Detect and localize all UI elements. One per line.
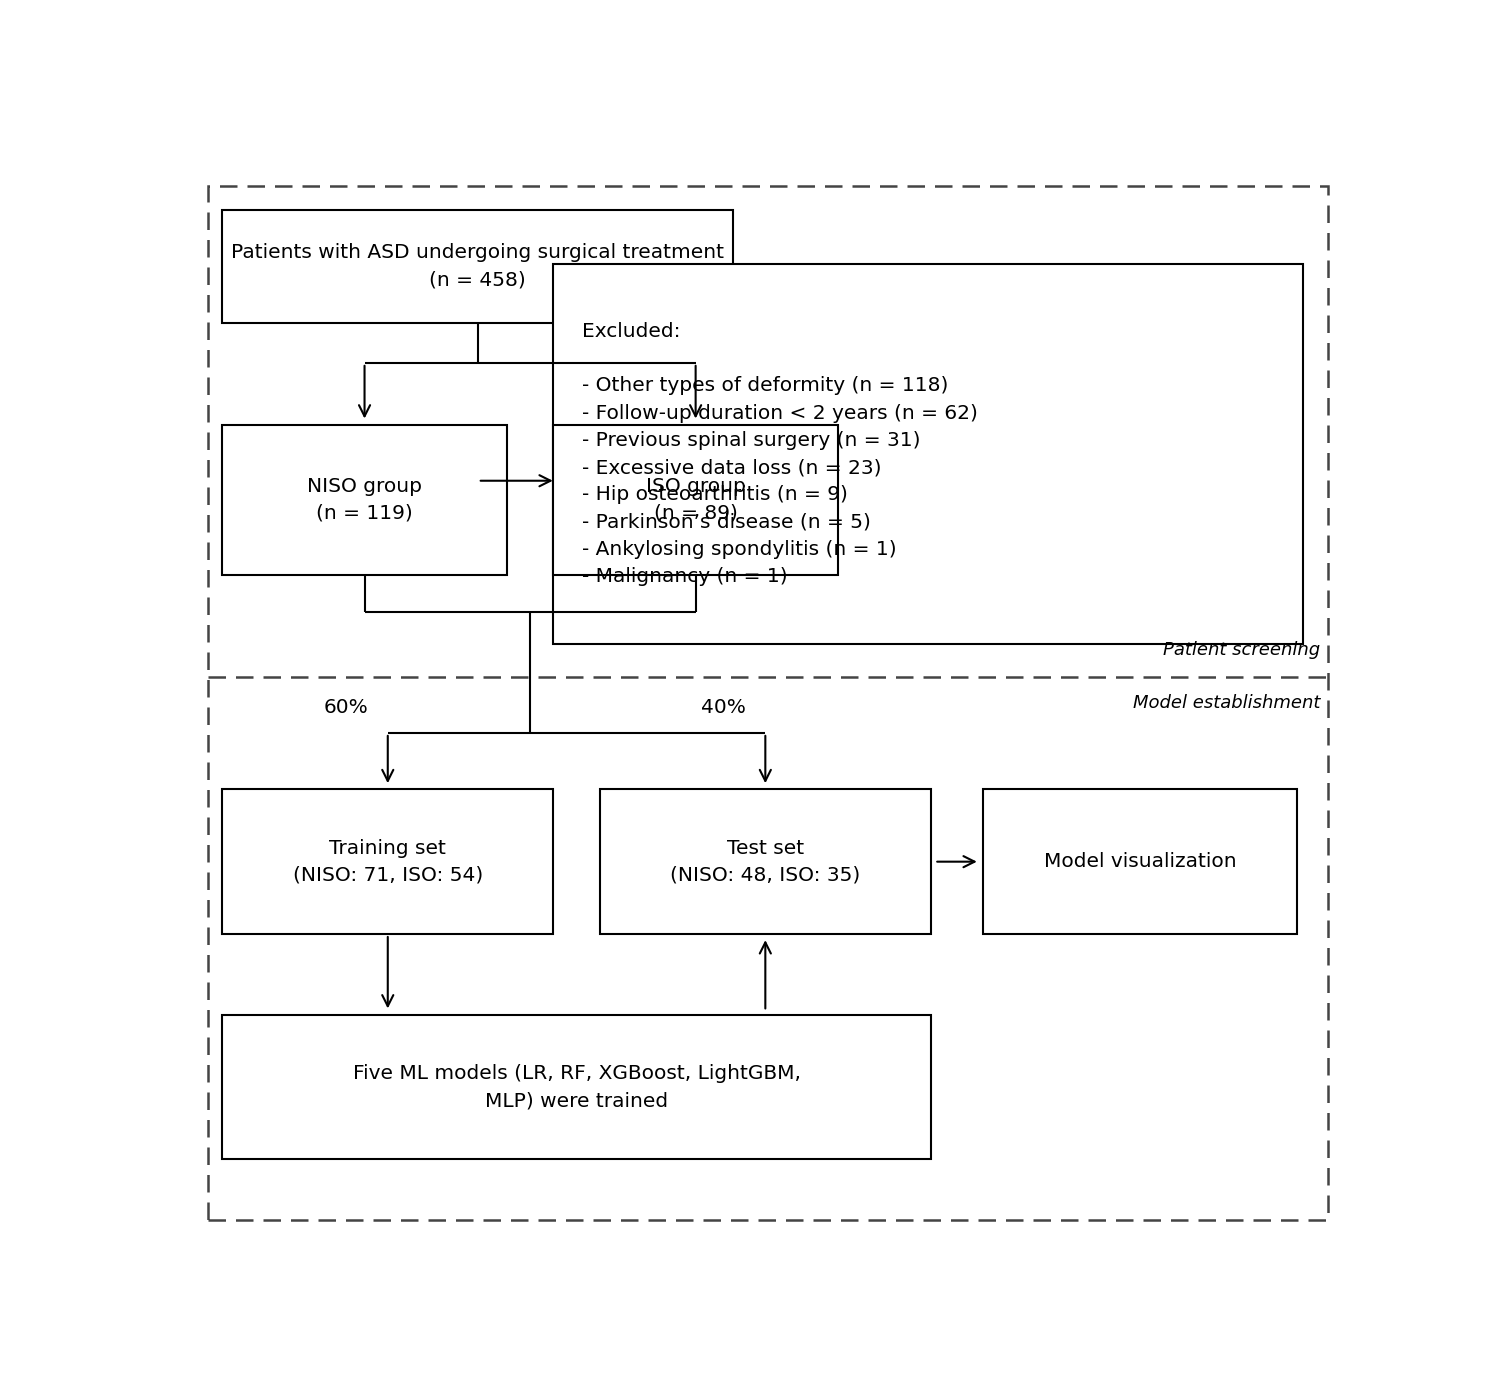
- Bar: [600, 790, 931, 935]
- Text: 60%: 60%: [324, 698, 369, 717]
- Bar: [983, 790, 1297, 935]
- Text: Patient screening: Patient screening: [1163, 642, 1321, 659]
- Bar: [222, 1014, 931, 1159]
- Text: Model establishment: Model establishment: [1133, 694, 1321, 712]
- Text: Patients with ASD undergoing surgical treatment
(n = 458): Patients with ASD undergoing surgical tr…: [231, 244, 724, 290]
- Text: Five ML models (LR, RF, XGBoost, LightGBM,
MLP) were trained: Five ML models (LR, RF, XGBoost, LightGB…: [352, 1064, 800, 1110]
- Bar: [222, 790, 553, 935]
- Bar: [553, 263, 1303, 645]
- Text: Excluded:

- Other types of deformity (n = 118)
- Follow-up duration < 2 years (: Excluded: - Other types of deformity (n …: [582, 322, 979, 586]
- Bar: [222, 425, 507, 575]
- Bar: [222, 210, 733, 323]
- Text: Training set
(NISO: 71, ISO: 54): Training set (NISO: 71, ISO: 54): [292, 839, 483, 885]
- Bar: [553, 425, 838, 575]
- Text: ISO group
(n = 89): ISO group (n = 89): [646, 476, 745, 522]
- Text: Test set
(NISO: 48, ISO: 35): Test set (NISO: 48, ISO: 35): [670, 839, 860, 885]
- Text: Model visualization: Model visualization: [1043, 853, 1237, 871]
- Text: NISO group
(n = 119): NISO group (n = 119): [307, 476, 423, 522]
- Text: 40%: 40%: [702, 698, 747, 717]
